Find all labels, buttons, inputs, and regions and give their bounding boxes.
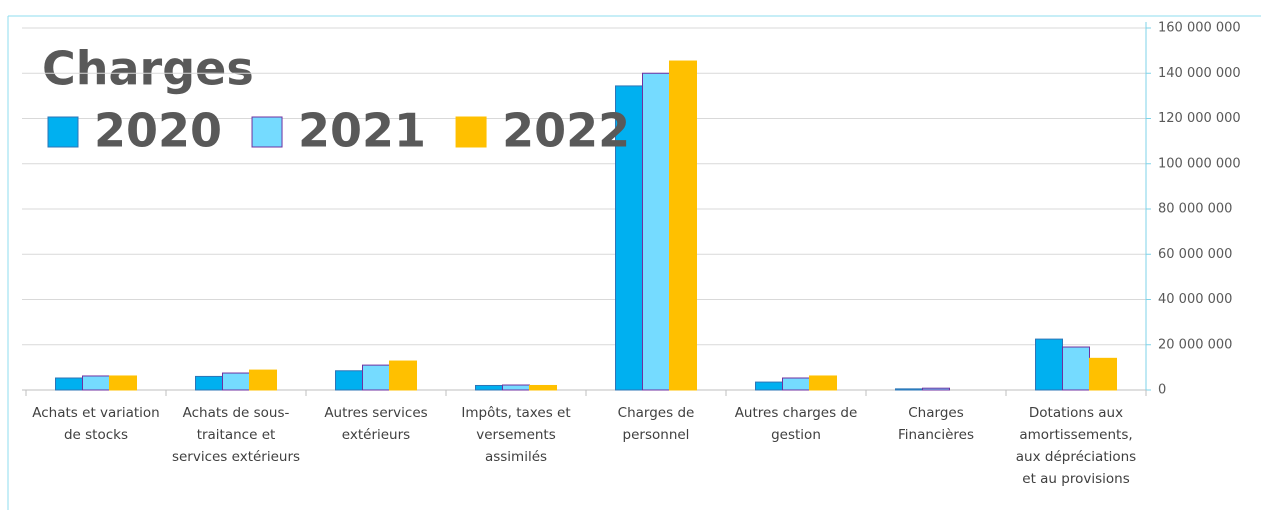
bar bbox=[1062, 346, 1090, 391]
bar bbox=[195, 375, 223, 391]
x-tick-label: Impôts, taxes et versements assimilés bbox=[461, 405, 571, 465]
x-tick-label: Charges Financières bbox=[898, 405, 974, 443]
x-tick-label: Autres services extérieurs bbox=[324, 405, 428, 443]
legend-swatch bbox=[47, 116, 79, 148]
legend-swatch bbox=[251, 116, 283, 148]
bar bbox=[615, 85, 643, 391]
y-tick-label: 40 000 000 bbox=[1158, 292, 1232, 307]
bar bbox=[755, 381, 783, 391]
bar bbox=[249, 369, 277, 391]
x-tick-label: Charges de personnel bbox=[617, 405, 695, 443]
bar bbox=[389, 360, 417, 391]
y-tick-label: 120 000 000 bbox=[1158, 111, 1241, 126]
x-tick-label: Achats et variation de stocks bbox=[32, 405, 160, 443]
bar bbox=[782, 377, 810, 391]
bar bbox=[109, 375, 137, 391]
bar bbox=[502, 384, 530, 391]
y-tick-label: 80 000 000 bbox=[1158, 202, 1232, 217]
y-tick-label: 20 000 000 bbox=[1158, 337, 1232, 352]
bar bbox=[82, 375, 110, 391]
legend-label: 2021 bbox=[298, 104, 426, 158]
y-tick-label: 160 000 000 bbox=[1158, 21, 1241, 36]
bar bbox=[895, 388, 923, 391]
bar bbox=[922, 387, 950, 391]
x-tick-label: Achats de sous-traitance et services ext… bbox=[171, 405, 301, 465]
chart-title: Charges bbox=[42, 42, 254, 96]
bar bbox=[642, 72, 670, 391]
y-tick-label: 140 000 000 bbox=[1158, 66, 1241, 81]
bar bbox=[55, 377, 83, 391]
legend-label: 2022 bbox=[502, 104, 630, 158]
y-tick-label: 60 000 000 bbox=[1158, 247, 1232, 262]
legend-label: 2020 bbox=[94, 104, 222, 158]
y-tick-label: 100 000 000 bbox=[1158, 156, 1241, 171]
x-tick-label: Dotations aux amortissements, aux dépréc… bbox=[1015, 405, 1137, 487]
x-tick-label: Autres charges de gestion bbox=[734, 405, 858, 443]
bar bbox=[222, 372, 250, 391]
y-tick-label: 0 bbox=[1158, 383, 1166, 398]
bar bbox=[475, 384, 503, 391]
bar bbox=[669, 60, 697, 391]
bar bbox=[362, 364, 390, 391]
bar bbox=[1035, 338, 1063, 391]
bar bbox=[335, 370, 363, 391]
legend-swatch bbox=[455, 116, 487, 148]
bar bbox=[529, 384, 557, 391]
bar bbox=[809, 375, 837, 391]
bar bbox=[1089, 357, 1117, 391]
